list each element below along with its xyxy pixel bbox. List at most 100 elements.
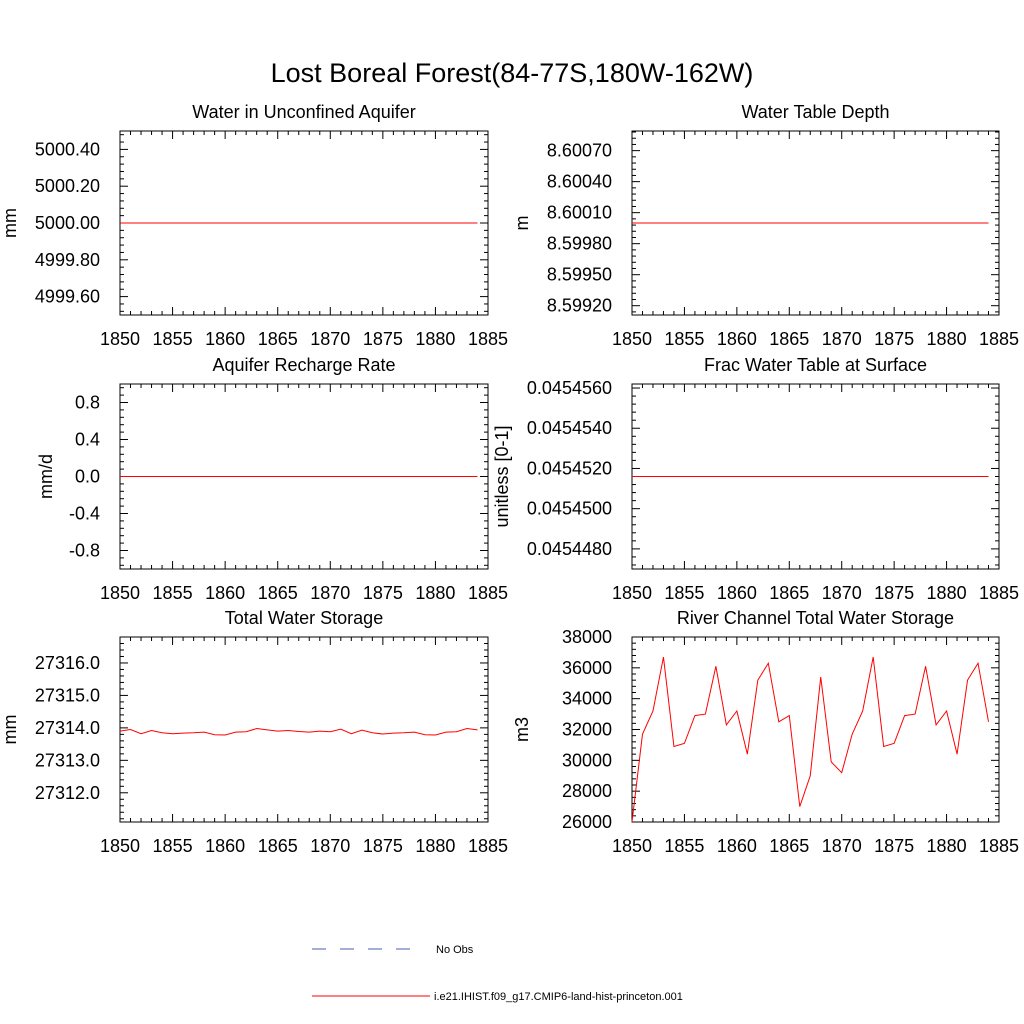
x-tick-label: 1855: [664, 583, 704, 603]
panel-1: Water in Unconfined Aquifer 1850 1855 1860 1…: [0, 102, 508, 349]
y-tick-label: 4999.60: [35, 287, 100, 307]
y-tick-label: 8.59980: [547, 234, 612, 254]
x-tick-label: 1855: [153, 836, 193, 856]
x-tick-label: 1880: [415, 836, 455, 856]
y-tick-label: 0.0454520: [527, 458, 612, 478]
legend-model-label: i.e21.IHIST.f09_g17.CMIP6-land-hist-prin…: [434, 991, 683, 1003]
panel-title: Water in Unconfined Aquifer: [192, 102, 415, 122]
x-tick-label: 1875: [363, 836, 403, 856]
y-tick-label: 38000: [562, 627, 612, 647]
y-tick-label: 8.59950: [547, 265, 612, 285]
figure-title: Lost Boreal Forest(84-77S,180W-162W): [271, 58, 754, 88]
x-tick-label: 1865: [769, 583, 809, 603]
x-tick-label: 1880: [927, 583, 967, 603]
y-tick-label: 5000.20: [35, 176, 100, 196]
x-tick-label: 1875: [874, 583, 914, 603]
x-tick-label: 1855: [153, 329, 193, 349]
panel-6: River Channel Total Water Storage 1850 185…: [512, 608, 1019, 856]
y-tick-label: 0.0454500: [527, 499, 612, 519]
x-tick-label: 1885: [468, 329, 508, 349]
y-tick-label: 8.59920: [547, 296, 612, 316]
panel-title: Total Water Storage: [225, 608, 383, 628]
y-tick-label: 0.0454540: [527, 418, 612, 438]
x-tick-label: 1870: [822, 329, 862, 349]
series-line-model: [119, 728, 478, 736]
legend: No Obs i.e21.IHIST.f09_g17.CMIP6-land-hi…: [312, 944, 683, 1003]
x-tick-label: 1860: [717, 583, 757, 603]
y-tick-label: -0.8: [69, 541, 100, 561]
x-tick-label: 1875: [363, 329, 403, 349]
panel-title: River Channel Total Water Storage: [677, 608, 954, 628]
x-tick-label: 1850: [100, 583, 140, 603]
x-tick-label: 1870: [822, 836, 862, 856]
panel-5: Total Water Storage 1850 1855 1860 1865 1870 1…: [0, 608, 508, 856]
x-tick-label: 1850: [612, 329, 652, 349]
y-tick-label: 0.0: [75, 467, 100, 487]
y-tick-label: 28000: [562, 781, 612, 801]
y-tick-label: 8.60040: [547, 172, 612, 192]
x-tick-label: 1875: [363, 583, 403, 603]
x-tick-label: 1860: [717, 329, 757, 349]
y-tick-label: 27316.0: [35, 653, 100, 673]
y-axis-label: mm: [0, 208, 20, 238]
y-axis-label: unitless [0-1]: [492, 425, 512, 527]
panel-title: Water Table Depth: [741, 102, 889, 122]
x-tick-label: 1855: [664, 836, 704, 856]
y-tick-label: 8.60070: [547, 141, 612, 161]
x-tick-label: 1870: [310, 836, 350, 856]
x-tick-label: 1860: [205, 583, 245, 603]
x-tick-label: 1885: [979, 836, 1019, 856]
x-tick-label: 1870: [310, 329, 350, 349]
x-tick-label: 1880: [415, 583, 455, 603]
y-tick-label: 4999.80: [35, 250, 100, 270]
x-tick-label: 1865: [258, 583, 298, 603]
plot-frame: [119, 636, 489, 823]
x-tick-label: 1870: [822, 583, 862, 603]
y-axis-label: mm/d: [36, 454, 56, 499]
x-tick-label: 1865: [769, 329, 809, 349]
x-tick-label: 1860: [717, 836, 757, 856]
y-axis-label: m3: [512, 717, 532, 742]
y-tick-label: 27313.0: [35, 750, 100, 770]
x-tick-label: 1885: [979, 329, 1019, 349]
legend-obs-label: No Obs: [436, 944, 474, 956]
y-tick-label: 0.4: [75, 430, 100, 450]
x-tick-label: 1865: [769, 836, 809, 856]
y-axis-label: m: [512, 216, 532, 231]
y-tick-label: -0.4: [69, 504, 100, 524]
x-tick-label: 1875: [874, 329, 914, 349]
x-tick-label: 1850: [612, 836, 652, 856]
x-tick-label: 1850: [612, 583, 652, 603]
x-tick-label: 1855: [664, 329, 704, 349]
y-tick-label: 34000: [562, 689, 612, 709]
y-tick-label: 26000: [562, 812, 612, 832]
x-tick-label: 1865: [258, 836, 298, 856]
y-tick-label: 5000.40: [35, 139, 100, 159]
y-tick-label: 0.0454560: [527, 378, 612, 398]
y-tick-label: 0.0454480: [527, 539, 612, 559]
x-tick-label: 1860: [205, 836, 245, 856]
x-tick-label: 1855: [153, 583, 193, 603]
panel-title: Frac Water Table at Surface: [704, 355, 927, 375]
x-tick-label: 1885: [468, 583, 508, 603]
y-tick-label: 27314.0: [35, 718, 100, 738]
y-tick-label: 5000.00: [35, 213, 100, 233]
series-line-model: [631, 656, 990, 823]
y-tick-label: 32000: [562, 720, 612, 740]
panel-3: Aquifer Recharge Rate 1850 1855 1860 1865 187…: [36, 355, 508, 603]
x-tick-label: 1880: [415, 329, 455, 349]
y-tick-label: 27312.0: [35, 783, 100, 803]
x-tick-label: 1865: [258, 329, 298, 349]
panel-2: Water Table Depth 1850 1855 1860 1865 1870 187…: [512, 102, 1019, 349]
y-tick-label: 0.8: [75, 393, 100, 413]
y-tick-label: 36000: [562, 658, 612, 678]
x-tick-label: 1850: [100, 836, 140, 856]
y-tick-label: 8.60010: [547, 203, 612, 223]
x-tick-label: 1875: [874, 836, 914, 856]
x-tick-label: 1870: [310, 583, 350, 603]
panel-4: Frac Water Table at Surface 1850 1855 1860 1…: [492, 355, 1019, 603]
y-tick-label: 30000: [562, 750, 612, 770]
x-tick-label: 1880: [927, 836, 967, 856]
y-tick-label: 27315.0: [35, 685, 100, 705]
